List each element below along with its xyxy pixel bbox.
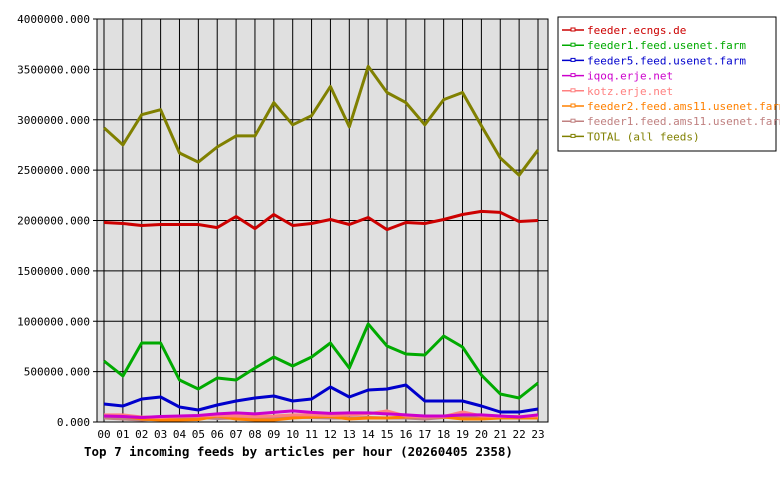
y-tick-label: 500000.000: [24, 366, 90, 379]
x-tick-label: 06: [211, 428, 224, 441]
legend-label: feeder5.feed.usenet.farm: [587, 54, 746, 67]
x-tick-label: 22: [513, 428, 526, 441]
legend-label: feeder.ecngs.de: [587, 24, 686, 37]
legend-marker: [570, 73, 576, 78]
y-tick-label: 3500000.000: [17, 63, 90, 76]
legend-label: feeder1.feed.ams11.usenet.farm: [587, 115, 780, 128]
series-line-5: [104, 414, 538, 422]
series-line-7: [102, 64, 540, 177]
x-tick-label: 09: [267, 428, 280, 441]
x-tick-label: 08: [248, 428, 261, 441]
legend-marker: [570, 133, 576, 138]
x-tick-label: 12: [324, 428, 337, 441]
x-axis: 00 01 02 03 04 05 06 07 08 09 10 11 12 13 14 15 16 17 18 19…: [97, 428, 544, 441]
x-tick-label: 02: [135, 428, 148, 441]
legend-label: feeder2.feed.ams11.usenet.farm: [587, 100, 780, 113]
series-lines: [102, 64, 540, 422]
y-tick-label: 1000000.000: [17, 315, 90, 328]
x-tick-label: 17: [418, 428, 431, 441]
x-tick-label: 10: [286, 428, 299, 441]
x-tick-label: 11: [305, 428, 318, 441]
legend-marker: [570, 118, 576, 123]
y-axis: 0.000 500000.000 1000000.000 1500000.000 200…: [17, 13, 97, 429]
legend-marker: [570, 88, 576, 93]
x-tick-label: 01: [116, 428, 129, 441]
legend-marker: [570, 42, 576, 47]
x-tick-label: 18: [437, 428, 450, 441]
series-line-0: [103, 209, 539, 232]
series-line-3: [103, 409, 539, 419]
legend-marker: [570, 57, 576, 62]
y-tick-label: 2000000.000: [17, 215, 90, 228]
y-tick-label: 1500000.000: [17, 265, 90, 278]
legend-marker: [570, 103, 576, 108]
x-tick-label: 20: [475, 428, 488, 441]
legend-box: [557, 16, 777, 152]
y-tick-label: 4000000.000: [17, 13, 90, 26]
x-tick-label: 14: [362, 428, 376, 441]
x-tick-label: 15: [380, 428, 393, 441]
legend-marker: [570, 27, 576, 32]
x-tick-label: 07: [229, 428, 242, 441]
x-tick-label: 13: [343, 428, 356, 441]
legend-label: feeder1.feed.usenet.farm: [587, 39, 746, 52]
y-tick-label: 3000000.000: [17, 114, 90, 127]
y-tick-label: 2500000.000: [17, 164, 90, 177]
legend-label: TOTAL (all feeds): [587, 130, 700, 143]
y-tick-label: 0.000: [57, 416, 90, 429]
x-tick-label: 21: [494, 428, 507, 441]
series-line-2: [103, 383, 539, 414]
x-tick-label: 04: [173, 428, 187, 441]
legend-label: iqoq.erje.net: [587, 70, 673, 83]
x-tick-label: 19: [456, 428, 469, 441]
x-tick-label: 03: [154, 428, 167, 441]
x-tick-label: 16: [399, 428, 412, 441]
legend: feeder.ecngs.de feeder1.feed.usenet.farm f…: [557, 16, 780, 152]
chart-title: Top 7 incoming feeds by articles per hou…: [84, 444, 513, 459]
legend-label: kotz.erje.net: [587, 85, 673, 98]
x-tick-label: 23: [531, 428, 544, 441]
x-tick-label: 05: [192, 428, 205, 441]
x-tick-label: 00: [97, 428, 110, 441]
grid: [97, 18, 548, 423]
series-line-1: [103, 322, 539, 400]
